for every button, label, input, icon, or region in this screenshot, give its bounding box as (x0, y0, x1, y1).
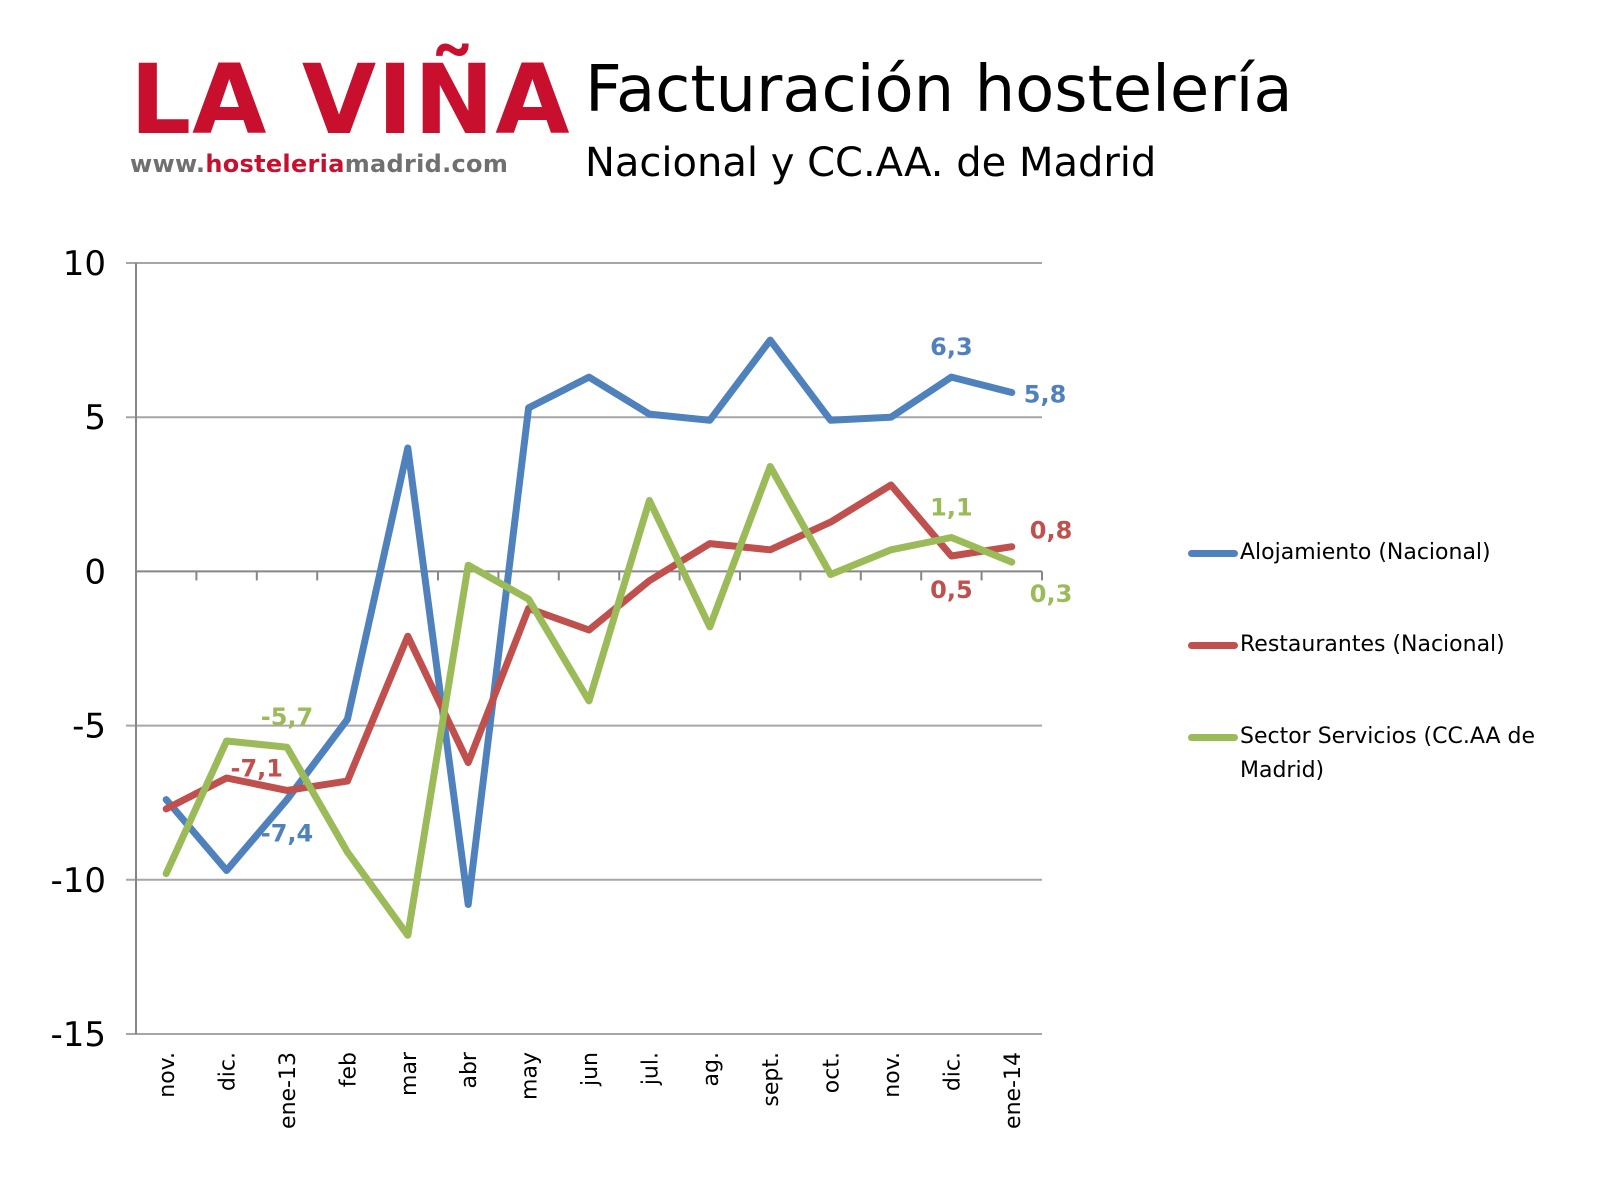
data-label: -7,4 (261, 820, 313, 848)
logo: LA VIÑA www.hosteleriamadrid.com (130, 52, 571, 178)
x-tick-label: sept. (759, 1052, 784, 1107)
legend-item: Restaurantes (Nacional) (1188, 628, 1588, 662)
x-tick-label: jun (578, 1052, 603, 1087)
data-label: 6,3 (930, 333, 973, 361)
page-subtitle: Nacional y CC.AA. de Madrid (585, 140, 1157, 186)
x-tick-label: ene-13 (276, 1052, 301, 1129)
x-tick-label: may (518, 1052, 543, 1100)
data-label: 5,8 (1024, 381, 1067, 409)
x-tick-label: ene-14 (1001, 1052, 1026, 1129)
data-label: 0,3 (1030, 580, 1073, 608)
x-tick-label: dic. (940, 1052, 965, 1091)
legend-label: Restaurantes (Nacional) (1240, 632, 1505, 657)
y-tick-label: 10 (63, 244, 106, 284)
series-line-3 (162, 463, 1016, 939)
y-tick-label: 5 (84, 398, 106, 438)
data-label: 0,5 (930, 576, 973, 604)
x-tick-label: feb (336, 1052, 361, 1087)
legend-item: Sector Servicios (CC.AA de Madrid) (1188, 720, 1588, 788)
y-tick-label: 0 (84, 552, 106, 592)
x-tick-label: abr (457, 1051, 482, 1088)
series-line-1 (162, 336, 1016, 908)
x-tick-label: mar (397, 1051, 422, 1096)
legend-swatch (1188, 734, 1238, 741)
chart-legend: Alojamiento (Nacional) Restaurantes (Naci… (1188, 536, 1588, 846)
y-tick-label: -5 (72, 707, 106, 747)
logo-url-highlight: hosteleria (205, 150, 345, 178)
logo-url-suffix: madrid.com (344, 150, 509, 178)
x-tick-label: oct. (820, 1052, 845, 1093)
data-label: 1,1 (930, 493, 973, 521)
x-tick-label: dic. (216, 1052, 241, 1091)
legend-item: Alojamiento (Nacional) (1188, 536, 1588, 570)
x-tick-label: nov. (155, 1052, 180, 1098)
x-tick-label: nov. (880, 1052, 905, 1098)
data-label: 0,8 (1030, 517, 1073, 545)
logo-url-prefix: www. (130, 150, 206, 178)
logo-brand: LA VIÑA (130, 44, 571, 156)
legend-swatch (1188, 642, 1238, 649)
data-label: -7,1 (231, 754, 283, 782)
data-label: -5,7 (261, 703, 313, 731)
legend-label: Sector Servicios (CC.AA de Madrid) (1240, 724, 1536, 783)
x-tick-label: ag. (699, 1052, 724, 1086)
logo-url: www.hosteleriamadrid.com (130, 150, 571, 178)
legend-label: Alojamiento (Nacional) (1240, 540, 1491, 565)
y-tick-label: -10 (50, 861, 106, 901)
legend-swatch (1188, 550, 1238, 557)
page-title: Facturación hostelería (585, 53, 1293, 127)
x-tick-label: jul. (638, 1052, 663, 1086)
y-tick-label: -15 (50, 1015, 106, 1055)
